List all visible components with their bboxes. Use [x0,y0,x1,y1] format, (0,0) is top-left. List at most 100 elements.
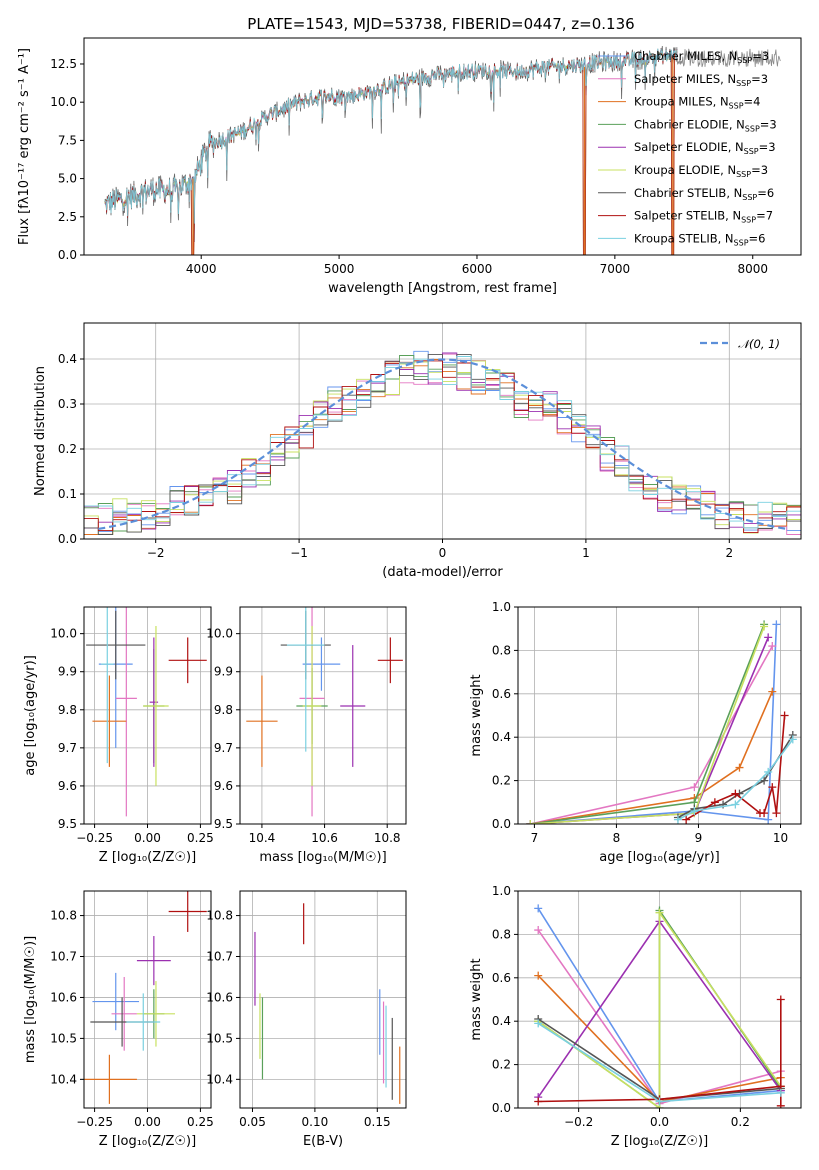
line-kroupa-miles [530,691,774,824]
marker-chabrier-miles-0 [534,904,543,913]
marker-salpeter-stelib-0 [682,815,691,824]
spectrum-xtick-label-0: 4000 [186,262,217,276]
mass-vs-ebv-ytick-label-4: 10.8 [206,909,233,923]
mass-weight-vs-metallicity-ytick-label-4: 0.8 [492,927,511,941]
figure-title: PLATE=1543, MJD=53738, FIBERID=0447, z=0… [247,15,634,33]
errorbar-chabrier-miles [302,637,341,691]
spectrum-model-kroupa-elodie [104,49,678,255]
residual-hist-ytick-label-3: 0.3 [58,397,77,411]
marker-salpeter-stelib-6 [772,809,781,818]
age-vs-metallicity-xtick-label-1: 0.00 [134,831,161,845]
marker-salpeter-stelib-1 [710,798,719,807]
errorbar-kroupa-stelib [286,607,325,752]
mass-weight-vs-metallicity-xtick-label-0: −0.2 [564,1115,593,1129]
age-vs-mass-ytick-label-2: 9.7 [214,741,233,755]
legend-count: =6 [749,231,766,245]
legend-entry-chabrier-elodie: Chabrier ELODIE, NSSP=3 [634,117,777,133]
mass-vs-ebv-plot-area [254,903,401,1104]
legend-count: =3 [751,163,768,177]
residual-hist-ytick-label-0: 0.0 [58,532,77,546]
age-vs-metallicity-ytick-label-4: 9.9 [58,665,77,679]
legend-count: =3 [751,72,768,86]
mass-weight-vs-age-axes: 7 8 9 10 0.0 0.2 0.4 0.6 0.8 1.0 age [log₁₀(age/yr… [469,600,802,865]
mass-vs-metallicity-ytick-label-1: 10.5 [50,1031,77,1045]
spectrum-model-chabrier-stelib [104,45,678,243]
legend-label: Kroupa STELIB, N [634,231,734,245]
legend-entry-chabrier-miles: Chabrier MILES, NSSP=3 [634,49,769,65]
spectrum-model-salpeter-miles [104,50,678,211]
legend-entry-kroupa-miles: Kroupa MILES, NSSP=4 [634,95,760,111]
mass-vs-ebv-xtick-label-0: 0.05 [239,1115,266,1129]
mass-vs-ebv-xlabel: E(B-V) [303,1134,343,1149]
errorbar-salpeter-stelib [168,637,207,684]
marker-kroupa-miles-2 [735,763,744,772]
age-vs-metallicity-ylabel: age [log₁₀(age/yr)] [23,655,38,776]
age-vs-mass-xtick-label-2: 10.8 [374,831,401,845]
mass-vs-metallicity-ylabel: mass [log₁₀(M/M☉)] [23,936,38,1063]
marker-kroupa-stelib-2 [776,1088,785,1097]
age-vs-metallicity-ytick-label-0: 9.5 [58,817,77,831]
mass-weight-vs-age-xtick-label-2: 9 [695,831,703,845]
age-vs-mass-xtick-label-0: 10.4 [249,831,276,845]
legend-count: =3 [752,49,769,63]
legend-entry-salpeter-stelib: Salpeter STELIB, NSSP=7 [634,209,773,225]
age-vs-mass-ytick-label-1: 9.6 [214,779,233,793]
marker-chabrier-miles-3 [772,620,781,629]
marker-kroupa-stelib-1 [655,1097,664,1106]
mass-weight-series-salpeter-elodie [526,633,773,824]
mass-vs-ebv-ytick-label-3: 10.7 [206,950,233,964]
mass-weight-series-salpeter-stelib [682,711,789,824]
mass-weight-vs-metallicity-xlabel: Z [log₁₀(Z/Z☉)] [611,1134,708,1149]
mass-weight-series-chabrier-miles [526,620,781,824]
spectrum-ytick-label-3: 7.5 [58,133,77,147]
mass-vs-ebv-frame [239,890,407,1109]
age-vs-mass-ytick-label-0: 9.5 [214,817,233,831]
mass-vs-metallicity-xtick-label-0: −0.25 [76,1115,113,1129]
spectrum-xtick-label-4: 8000 [737,262,768,276]
marker-salpeter-stelib-0 [534,1097,543,1106]
errorbar-salpeter-miles [115,607,137,817]
spectrum-ytick-label-5: 12.5 [50,57,77,71]
mass-weight-vs-age-ytick-label-4: 0.8 [492,643,511,657]
legend-label: Salpeter STELIB, N [634,209,741,223]
marker-kroupa-miles-3 [768,687,777,696]
marker-salpeter-stelib-4 [760,809,769,818]
age-vs-metallicity-ytick-label-3: 9.8 [58,703,77,717]
legend-subscript: SSP [741,216,756,225]
mass-vs-ebv-xtick-label-1: 0.10 [302,1115,329,1129]
errorbar-kroupa-elodie [136,981,176,1047]
spectrum-model-kroupa-stelib [104,48,678,224]
mass-vs-metallicity-ytick-label-4: 10.8 [50,909,77,923]
age-vs-mass-ytick-label-4: 9.9 [214,665,233,679]
residual-hist-ytick-label-1: 0.1 [58,487,77,501]
age-vs-metallicity-ytick-label-2: 9.7 [58,741,77,755]
spectrum-xtick-label-1: 5000 [324,262,355,276]
marker-salpeter-elodie-2 [764,633,773,642]
mass-vs-metallicity-xlabel: Z [log₁₀(Z/Z☉)] [99,1134,196,1149]
spectrum-model-chabrier-elodie [104,48,678,214]
mass-vs-ebv-ytick-label-2: 10.6 [206,990,233,1004]
age-vs-mass-xtick-label-1: 10.6 [311,831,338,845]
legend-subscript: SSP [736,79,751,88]
marker-salpeter-stelib-3 [776,995,785,1004]
mass-weight-vs-metallicity-ytick-label-1: 0.2 [492,1058,511,1072]
legend-count: =3 [759,140,776,154]
residual-hist-axes: −2 −1 0 1 2 0.0 0.1 0.2 0.3 0.4 (data-model)/error… [33,322,802,580]
age-vs-mass-plot-area [246,607,403,817]
residual-hist-xtick-label-0: −2 [147,546,165,560]
age-vs-mass-ytick-label-5: 10.0 [206,627,233,641]
age-vs-mass-frame [239,606,407,825]
mass-weight-vs-age-plot-area [526,620,797,824]
marker-salpeter-miles-1 [690,783,699,792]
mass-weight-vs-metallicity-ylabel: mass weight [469,958,484,1040]
mass-weight-vs-age-ytick-label-5: 1.0 [492,600,511,614]
mass-weight-vs-metallicity-ytick-label-0: 0.0 [492,1101,511,1115]
marker-kroupa-miles-0 [534,971,543,980]
residual-hist-xtick-label-4: 2 [725,546,733,560]
age-vs-metallicity-ytick-label-1: 9.6 [58,779,77,793]
mass-vs-metallicity-ytick-label-3: 10.7 [50,950,77,964]
residual-hist-xtick-label-1: −1 [290,546,308,560]
age-vs-metallicity-axes: −0.25 0.00 0.25 9.5 9.6 9.7 9.8 9.9 10.0 Z [log₁₀… [23,606,214,865]
